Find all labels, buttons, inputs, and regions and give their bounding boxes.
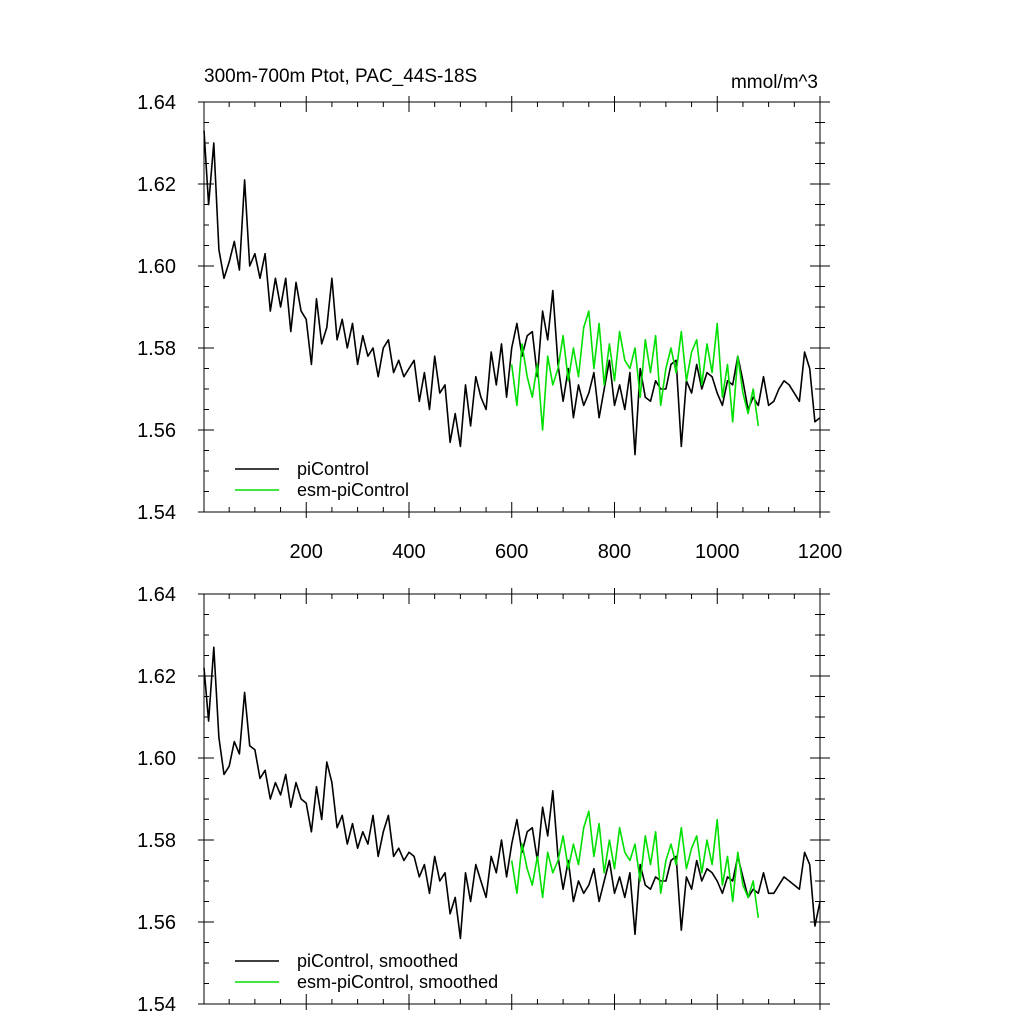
top-xtick-label-600: 600 [495, 541, 528, 563]
bottom-series-line-esm-picontrol-smoothed [510, 810, 760, 919]
top-ytick-label-2: 1.58 [137, 338, 176, 360]
top-panel-title: 300m-700m Ptot, PAC_44S-18S [204, 66, 477, 87]
bottom-panel-series [203, 646, 821, 940]
top-panel-series [203, 130, 821, 456]
top-panel-frame [203, 101, 821, 513]
top-series-line-esm-picontrol [510, 310, 760, 431]
legend-label-picontrol: piControl [297, 459, 369, 479]
top-xtick-label-1200: 1200 [798, 541, 843, 563]
bottom-ytick-label-1: 1.56 [137, 912, 176, 934]
top-xtick-label-400: 400 [392, 541, 425, 563]
legend-label-picontrol-smoothed: piControl, smoothed [297, 951, 458, 971]
bottom-panel: 1.54 1.56 1.58 1.60 1.62 1.64 piControl, smoo… [137, 584, 830, 1016]
bottom-ytick-label-0: 1.54 [137, 994, 176, 1016]
top-xtick-label-1000: 1000 [695, 541, 740, 563]
bottom-ytick-label-4: 1.62 [137, 666, 176, 688]
legend-label-esm-picontrol: esm-piControl [297, 480, 409, 500]
top-ytick-label-0: 1.54 [137, 502, 176, 524]
top-ytick-label-1: 1.56 [137, 420, 176, 442]
bottom-ytick-label-5: 1.64 [137, 584, 176, 606]
bottom-series-line-picontrol-smoothed [203, 646, 821, 940]
bottom-panel-legend: piControl, smoothed esm-piControl, smoot… [235, 951, 498, 992]
legend-label-esm-picontrol-smoothed: esm-piControl, smoothed [297, 972, 498, 992]
units-label: mmol/m^3 [731, 72, 818, 93]
top-panel-legend: piControl esm-piControl [235, 459, 409, 500]
bottom-ytick-label-3: 1.60 [137, 748, 176, 770]
top-xtick-label-200: 200 [290, 541, 323, 563]
top-ytick-label-4: 1.62 [137, 174, 176, 196]
bottom-panel-frame [203, 593, 821, 1005]
top-ytick-label-5: 1.64 [137, 92, 176, 114]
top-xtick-label-800: 800 [598, 541, 631, 563]
top-ytick-label-3: 1.60 [137, 256, 176, 278]
top-panel-ticks: 200 400 600 800 1000 1200 1.54 1.56 1.58 1.60 1.62… [137, 92, 842, 563]
top-series-line-picontrol [203, 130, 821, 456]
top-panel: 300m-700m Ptot, PAC_44S-18S mmol/m^3 200… [137, 66, 842, 563]
bottom-ytick-label-2: 1.58 [137, 830, 176, 852]
